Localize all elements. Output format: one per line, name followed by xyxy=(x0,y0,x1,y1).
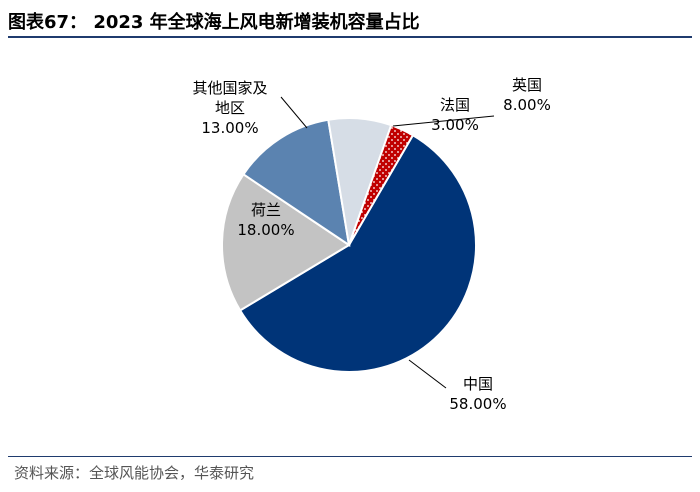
slice-其他国家及地区 xyxy=(242,118,351,248)
leader-line-其他国家及地区 xyxy=(280,96,308,129)
slice-label-中国: 中国 58.00% xyxy=(449,375,506,413)
slice-value-法国: 3.00% xyxy=(431,116,479,134)
slice-value-荷兰: 18.00% xyxy=(237,221,294,239)
slice-value-英国: 8.00% xyxy=(503,96,551,114)
chart-title: 图表67： 2023 年全球海上风电新增装机容量占比 xyxy=(8,12,420,33)
pie-slices xyxy=(221,117,477,373)
leader-lines xyxy=(280,96,495,389)
slice-value-中国: 58.00% xyxy=(449,395,506,413)
slice-中国 xyxy=(238,133,477,373)
slice-荷兰 xyxy=(221,172,351,312)
source-note: 资料来源：全球风能协会，华泰研究 xyxy=(14,464,255,482)
slice-法国 xyxy=(348,123,415,246)
title-divider xyxy=(8,36,692,38)
slice-label-荷兰: 荷兰 18.00% xyxy=(237,201,294,239)
slice-label-法国: 法国 3.00% xyxy=(431,96,479,134)
slice-label-英国: 英国 8.00% xyxy=(503,76,551,114)
slice-label-其他国家及地区: 其他国家及地区 13.00% xyxy=(192,79,267,137)
leader-line-中国 xyxy=(408,359,447,389)
leader-line-英国 xyxy=(392,115,495,127)
slice-value-其他国家及地区: 13.00% xyxy=(201,119,258,137)
footer-divider xyxy=(8,456,692,457)
slice-labels: 中国 58.00% 荷兰 18.00% 其他国家及地区 13.00% 英国 8.00% 法国 3.… xyxy=(192,76,550,413)
